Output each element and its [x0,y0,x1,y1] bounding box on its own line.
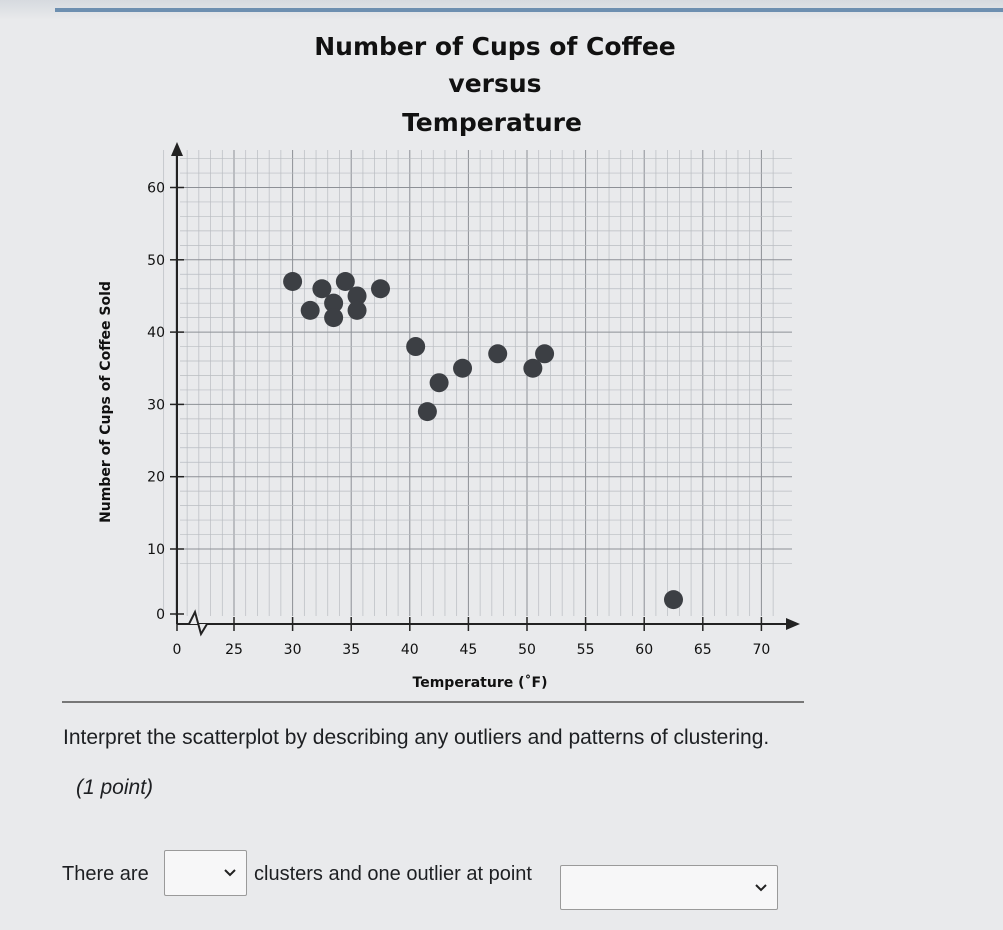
data-point [535,344,555,364]
y-axis-label: Number of Cups of Coffee Sold [98,281,114,523]
chevron-down-icon [755,883,767,891]
chart-points [283,271,683,610]
scatterplot-svg: Number of Cups of Coffee versus Temperat… [98,32,800,691]
y-tick-label: 30 [147,397,165,413]
y-tick-label: 0 [156,607,165,623]
top-rule [55,8,1003,12]
data-point [312,279,332,299]
chart-ticks: 0 25 30 35 40 45 50 55 60 65 70 0 10 20 30 40 50 60 [147,181,770,659]
x-tick-label: 60 [635,642,653,658]
data-point [429,373,449,393]
x-tick-label: 70 [752,642,770,658]
answer-sentence: There are clusters and one outlier at po… [62,850,792,910]
data-point [664,590,683,610]
x-tick-label: 45 [459,642,477,658]
data-point [488,344,508,364]
data-point [347,286,367,306]
x-tick-label: 25 [225,642,243,658]
data-point [347,300,367,320]
data-point [324,293,344,313]
outlier-point-dropdown[interactable] [560,865,778,910]
answer-text-part2: clusters and one outlier at point [254,863,532,885]
x-axis-arrow [786,618,800,630]
figure-underline [62,701,804,703]
answer-text-part1: There are [62,863,149,885]
chart-grid [163,150,792,616]
data-point [300,300,320,320]
x-axis-label: Temperature (˚F) [413,674,548,691]
chart-axes [171,142,800,637]
x-axis-break [179,609,208,637]
y-tick-label: 60 [147,181,165,197]
y-tick-label: 10 [147,542,165,558]
data-point [406,337,426,357]
chart-title-line-1: Number of Cups of Coffee [314,32,675,61]
data-point [283,271,303,291]
points-label: (1 point) [76,776,154,799]
x-tick-label: 65 [694,642,712,658]
data-point [324,308,344,328]
x-tick-label: 50 [518,642,536,658]
x-tick-label: 40 [401,642,419,658]
x-tick-label: 30 [284,642,302,658]
chevron-down-icon [224,869,236,877]
data-point [417,402,437,422]
y-tick-label: 40 [147,325,165,341]
data-point [335,271,355,291]
clusters-dropdown[interactable] [164,850,247,896]
question-prompt: Interpret the scatterplot by describing … [63,726,770,749]
y-axis-arrow [171,142,183,156]
x-tick-label: 0 [173,642,182,658]
y-tick-label: 20 [147,470,165,486]
scatterplot-figure: Number of Cups of Coffee versus Temperat… [60,18,820,708]
chart-title-line-3: Temperature [402,108,582,137]
x-tick-label: 55 [577,642,595,658]
y-tick-label: 50 [147,253,165,269]
chart-title-line-2: versus [448,69,541,98]
data-point [371,279,390,299]
data-point [523,358,543,378]
data-point [453,358,473,378]
x-tick-label: 35 [342,642,360,658]
